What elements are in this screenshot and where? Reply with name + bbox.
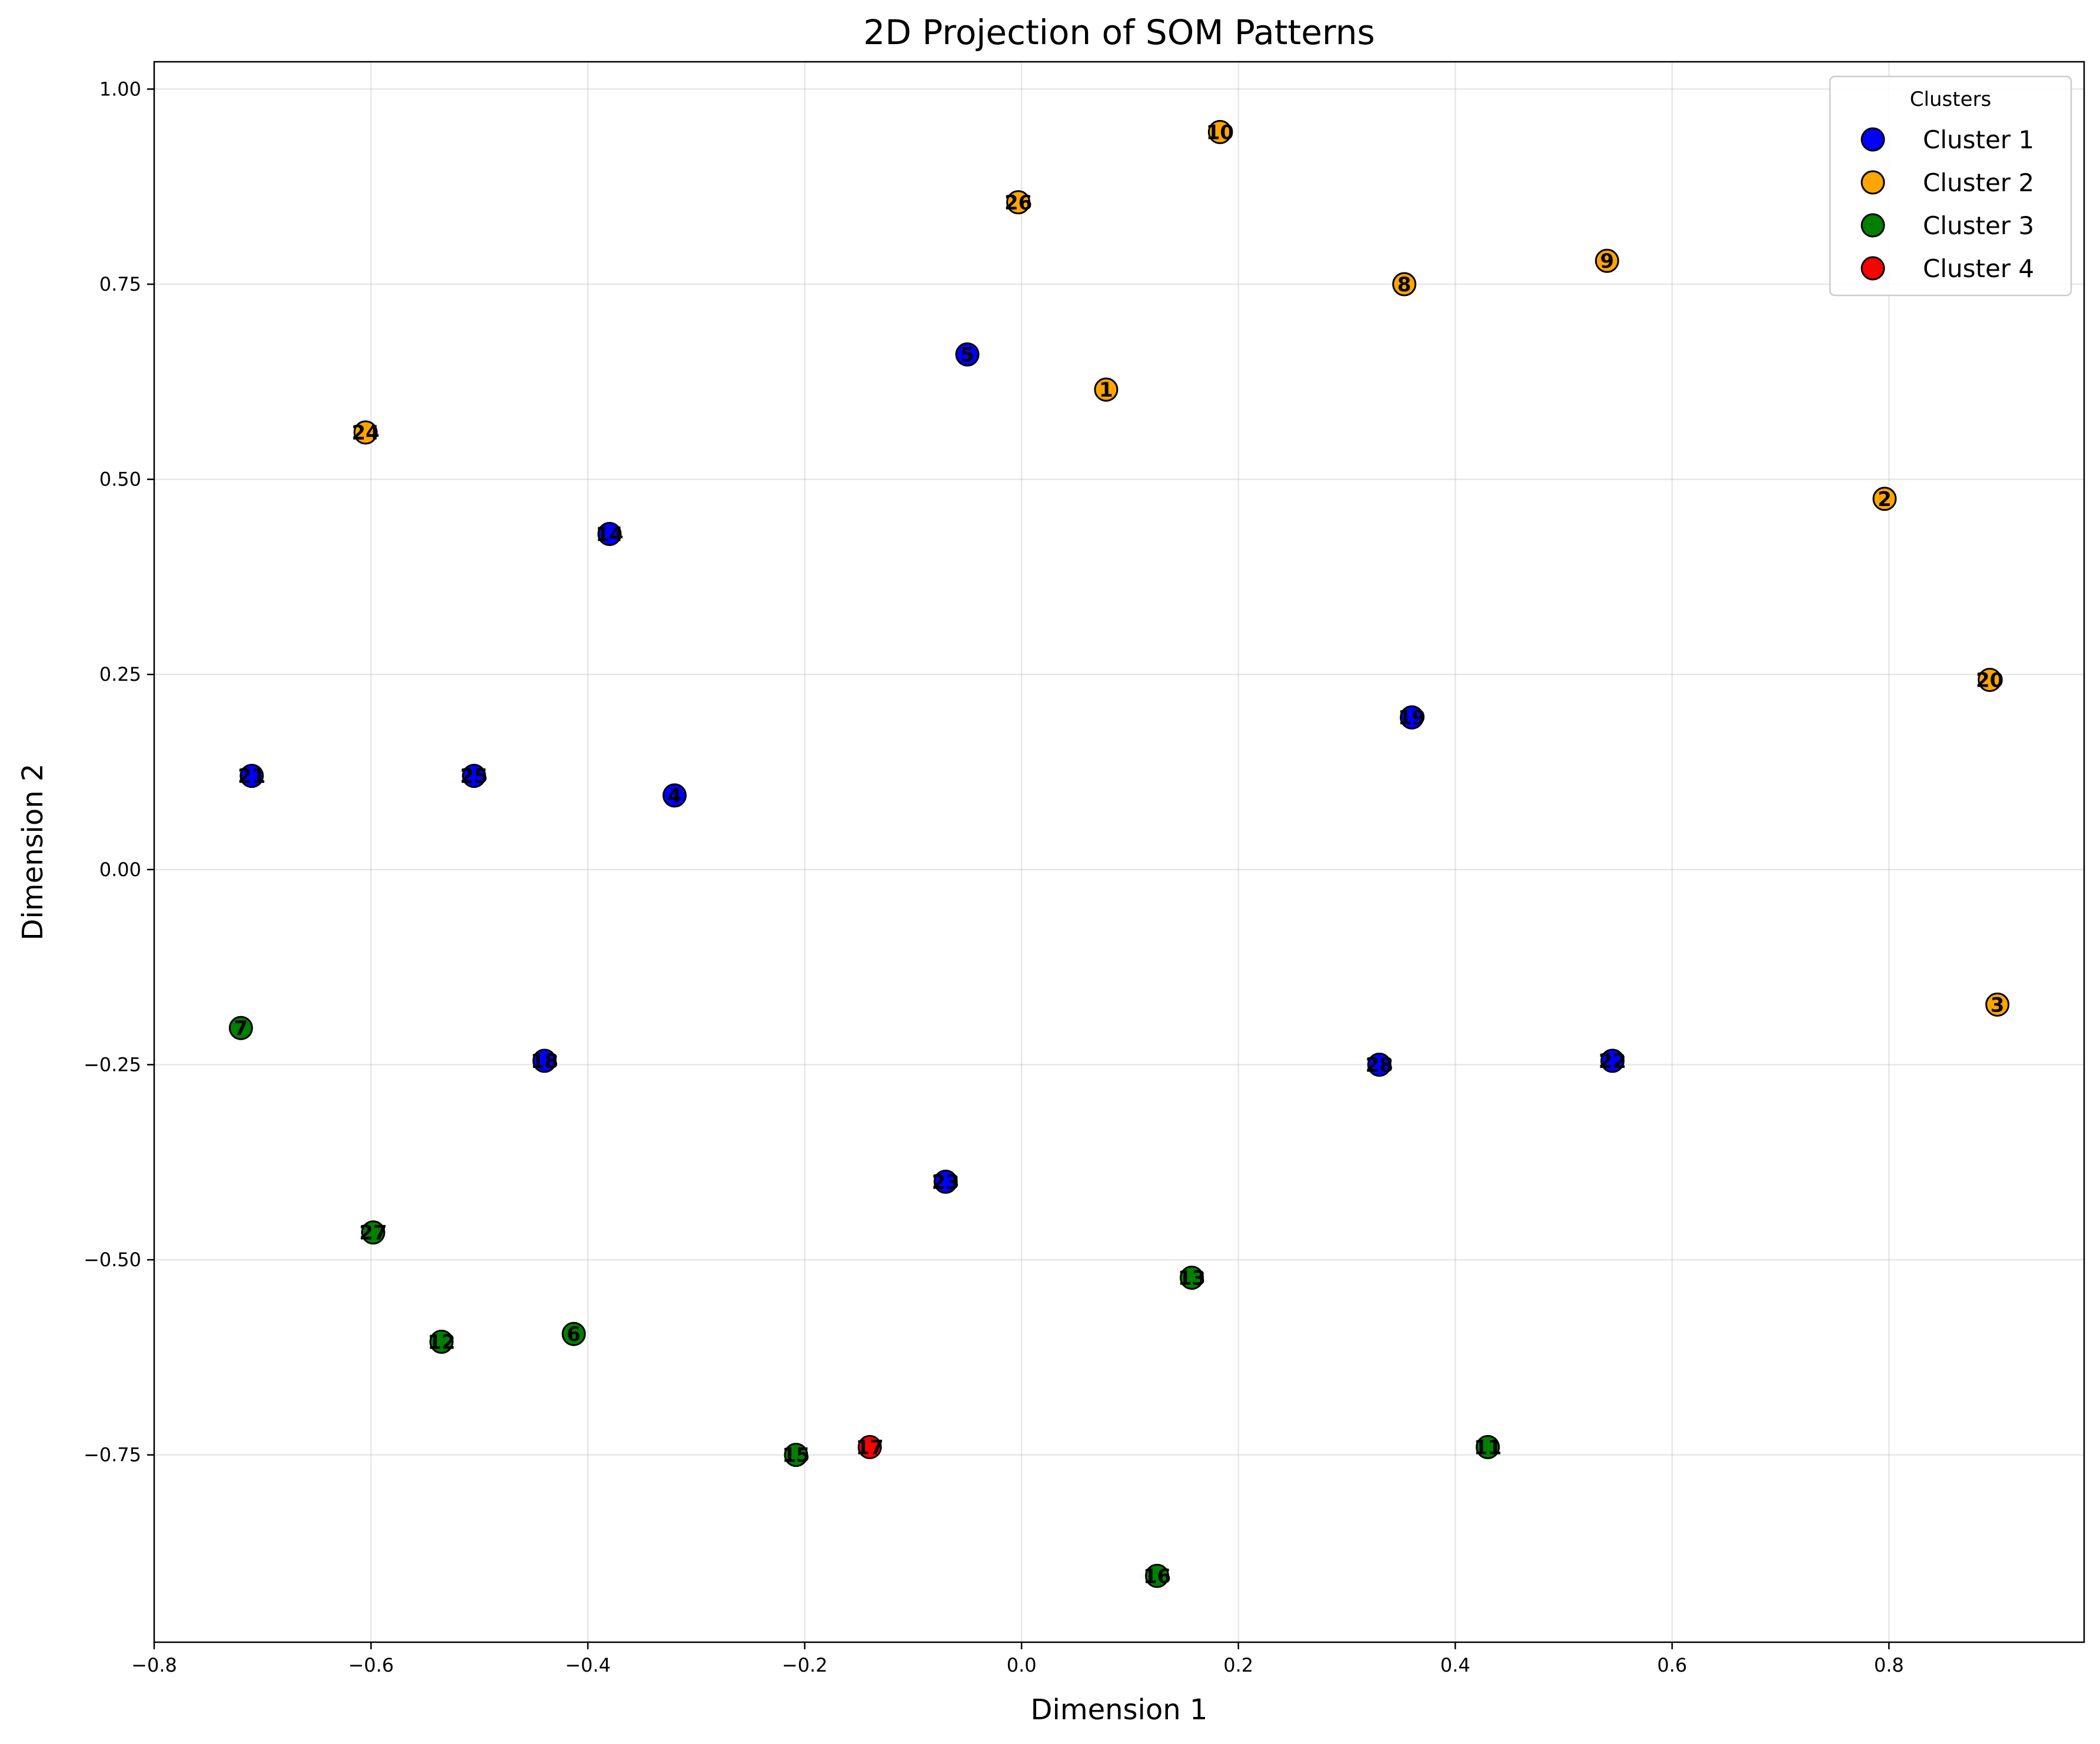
data-point [1094,377,1119,402]
x-tick-label: 0.4 [1440,1654,1470,1676]
x-tick-label: −0.2 [782,1654,828,1676]
data-points: 5 14 21 25 4 19 18 28 22 23 10 26 8 9 1 24 2 20 3 7 27 13 12 6 1… [228,119,2010,1588]
legend-entry-label: Cluster 3 [1923,211,2034,240]
data-point [532,1049,557,1073]
data-point [1985,992,2010,1017]
point-label: 17 [856,1436,884,1459]
x-tick-label: 0.0 [1007,1654,1037,1676]
x-tick-label: −0.8 [131,1654,177,1676]
point-label: 24 [352,421,380,445]
point-label: 8 [1397,273,1412,297]
point-label: 21 [238,765,265,788]
legend-entry-label: Cluster 1 [1923,125,2034,154]
point-label: 9 [1600,249,1614,273]
point-label: 23 [932,1170,960,1194]
point-label: 20 [1976,669,2004,693]
chart-title: 2D Projection of SOM Patterns [863,12,1375,52]
x-tick-label: −0.6 [348,1654,394,1676]
legend-title: Clusters [1910,88,1991,111]
data-point [1476,1435,1500,1459]
point-label: 12 [428,1330,455,1354]
y-tick-label: −0.25 [84,1053,141,1076]
y-tick-label: 1.00 [99,78,141,100]
point-label: 6 [567,1323,581,1346]
point-label: 16 [1143,1565,1171,1588]
data-point [784,1443,808,1467]
point-label: 25 [460,765,488,788]
data-point [1207,119,1232,144]
x-tick-label: 0.6 [1657,1654,1687,1676]
point-label: 22 [1599,1050,1626,1073]
data-point [955,342,980,367]
y-tick-label: 0.50 [99,468,141,491]
data-point [1144,1563,1169,1588]
point-label: 4 [668,784,682,808]
point-label: 14 [595,522,623,546]
point-label: 10 [1206,121,1234,144]
x-tick-label: 0.8 [1874,1654,1904,1676]
data-point [228,1016,253,1040]
plot-frame [153,61,2085,1643]
point-label: 11 [1474,1436,1502,1459]
legend-entries: Cluster 1 Cluster 2 Cluster 3 Cluster 4 [1861,125,2034,283]
legend-marker [1861,170,1885,195]
point-label: 26 [1004,191,1032,215]
legend-marker [1861,256,1885,281]
data-point [1392,272,1417,297]
point-label: 5 [960,343,974,367]
data-point [462,764,487,788]
legend-marker [1861,213,1885,238]
data-point [1595,248,1619,273]
axis-ticks: −0.8 −0.6 −0.4 −0.2 0.0 0.2 0.4 0.6 0.8 1.00 0.75 0… [84,78,1904,1676]
point-label: 27 [360,1222,387,1245]
data-point [662,783,687,808]
point-label: 3 [1991,993,2005,1017]
data-point [1179,1266,1204,1290]
data-point [239,764,264,788]
data-point [1872,487,1897,511]
data-point [933,1169,958,1194]
point-label: 2 [1878,488,1892,511]
y-tick-label: 0.75 [99,273,141,295]
legend-marker [1861,127,1885,152]
y-axis-label: Dimension 2 [16,764,49,941]
data-point [561,1322,586,1346]
x-tick-label: −0.4 [565,1654,611,1676]
data-point [1006,190,1031,215]
point-label: 19 [1398,706,1426,730]
legend-entry-label: Cluster 4 [1923,254,2034,283]
y-tick-label: −0.75 [84,1444,141,1466]
data-point [1600,1049,1625,1073]
point-label: 15 [782,1444,810,1467]
y-tick-label: −0.50 [84,1249,141,1271]
legend-box [1829,75,2072,297]
point-label: 28 [1366,1053,1393,1077]
data-point [361,1220,385,1245]
data-point [1400,705,1425,730]
point-label: 1 [1099,378,1113,402]
data-point [857,1435,882,1459]
point-label: 13 [1178,1267,1206,1290]
y-tick-label: 0.00 [99,858,141,881]
y-tick-label: 0.25 [99,663,141,685]
grid-lines [153,62,2084,1642]
data-point [1978,668,2002,693]
data-point [429,1329,454,1354]
point-label: 7 [234,1017,248,1040]
legend-entry-label: Cluster 2 [1923,168,2034,197]
x-tick-label: 0.2 [1223,1654,1253,1676]
data-point [1367,1052,1392,1077]
point-label: 18 [531,1050,558,1073]
data-point [353,420,378,445]
data-point [597,521,622,546]
x-axis-label: Dimension 1 [1031,1693,1208,1726]
